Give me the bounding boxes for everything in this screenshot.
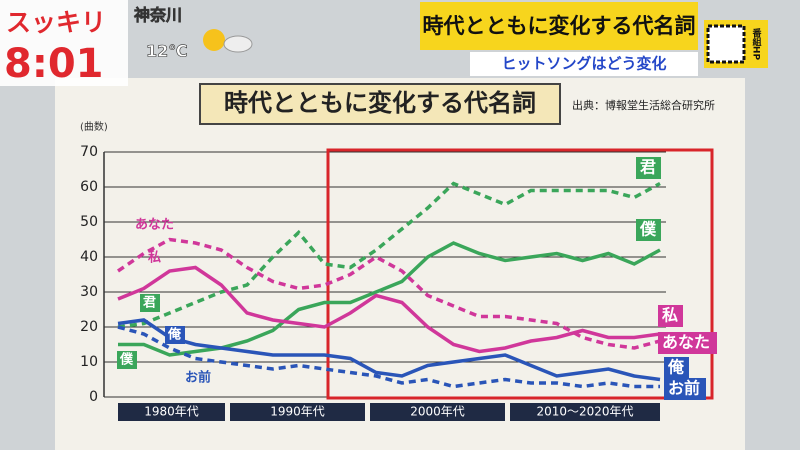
period-label: 2010～2020年代 (536, 405, 633, 419)
cloud-icon (223, 35, 253, 53)
period-label: 2000年代 (410, 405, 465, 419)
legend-label: 私 (662, 306, 678, 325)
qr-label: 番組HP (751, 27, 763, 61)
legend-label: 私 (148, 250, 161, 266)
legend-label: 俺 (667, 358, 685, 377)
legend-label: 僕 (119, 352, 134, 368)
subbanner-bg (470, 52, 698, 76)
logo: スッキリ (6, 8, 106, 37)
series-line (117, 265, 661, 354)
legend-box (658, 305, 683, 327)
sun-icon (203, 29, 225, 51)
legend-box (658, 332, 717, 354)
legend-label: 君 (143, 296, 156, 311)
series-line (117, 318, 661, 382)
legend-label: 君 (640, 158, 656, 177)
y-axis-label: (曲数) (80, 120, 108, 133)
title-box (199, 83, 561, 125)
legend-box (664, 378, 706, 400)
banner-bg (420, 2, 698, 50)
legend-label: お前 (668, 379, 700, 398)
legend-label: あなた (662, 333, 710, 352)
y-tick-label: 40 (80, 249, 98, 265)
legend-label: 俺 (167, 327, 182, 343)
period-label: 1990年代 (270, 405, 325, 419)
highlight-frame (326, 148, 714, 400)
legend-box (664, 357, 689, 379)
y-tick-label: 60 (80, 179, 98, 195)
y-tick-label: 70 (80, 144, 98, 160)
clock: 8:01 (4, 41, 104, 87)
period-band (230, 403, 365, 421)
legend-label: お前 (185, 370, 211, 386)
logo-bg (0, 0, 128, 86)
legend-label: あなた (135, 218, 174, 233)
period-band (370, 403, 505, 421)
legend-box (165, 326, 185, 344)
period-band (510, 403, 660, 421)
legend-box (636, 219, 661, 241)
series-line (117, 181, 661, 329)
y-tick-label: 30 (80, 284, 98, 300)
temperature: 12℃ (146, 42, 188, 61)
y-tick-label: 20 (80, 319, 98, 335)
y-tick-label: 50 (80, 214, 98, 230)
subbanner: ヒットソングはどう変化 (501, 55, 666, 73)
series-line (117, 325, 660, 389)
y-tick-label: 0 (89, 389, 98, 405)
banner: 時代とともに変化する代名詞 (423, 14, 696, 38)
y-tick-label: 10 (80, 354, 98, 370)
period-label: 1980年代 (144, 405, 199, 419)
legend-box (117, 351, 137, 369)
source: 出典：博報堂生活総合研究所 (572, 98, 715, 112)
chart-title: 時代とともに変化する代名詞 (224, 89, 536, 117)
legend-label: 僕 (639, 220, 657, 239)
qr-code (706, 24, 746, 64)
legend-box (636, 157, 661, 179)
series-line (117, 237, 661, 350)
legend-box (140, 294, 160, 312)
place: 神奈川 (134, 6, 182, 25)
period-band (118, 403, 225, 421)
series-line (118, 241, 661, 357)
